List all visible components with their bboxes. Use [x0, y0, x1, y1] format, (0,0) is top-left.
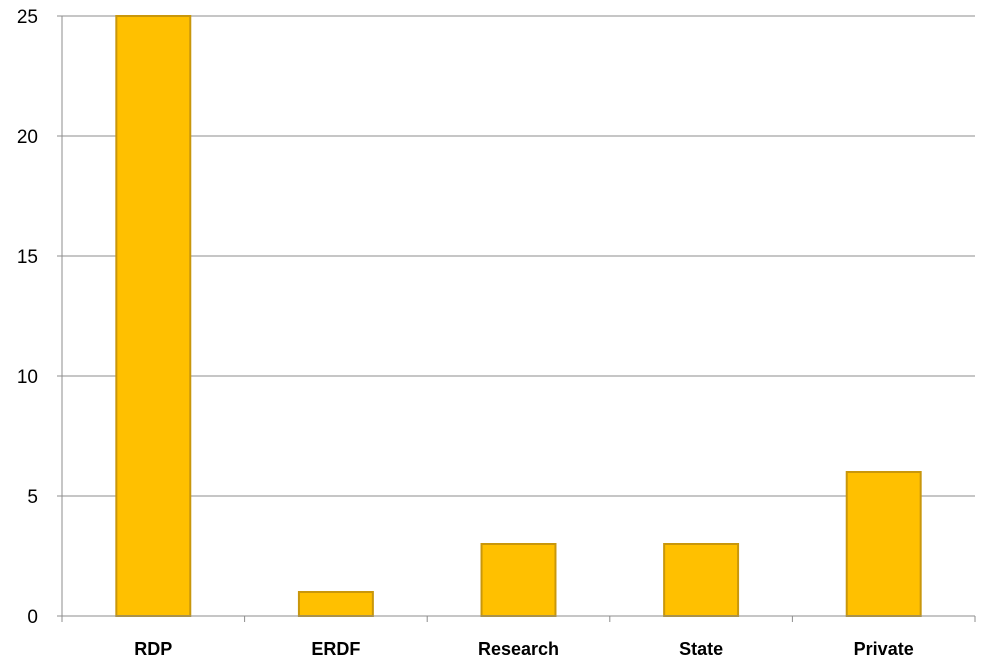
category-labels: RDP ERDF Research State Private: [134, 639, 913, 659]
y-tick-label-5: 5: [27, 487, 38, 508]
y-tick-label-0: 0: [27, 607, 38, 628]
y-tick-label-20: 20: [17, 127, 38, 148]
y-tick-label-25: 25: [17, 7, 38, 28]
bars: [115, 15, 922, 617]
bar-private: [845, 471, 922, 617]
x-tick-marks: [61, 616, 976, 622]
x-tick-label-erdf: ERDF: [311, 639, 360, 659]
bar-rdp: [115, 15, 192, 617]
y-tick-label-10: 10: [17, 367, 38, 388]
bar-research: [480, 543, 557, 617]
y-tick-label-15: 15: [17, 247, 38, 268]
y-tick-labels: 0 5 10 15 20 25: [17, 7, 38, 628]
axes: [61, 16, 975, 622]
x-tick-label-state: State: [679, 639, 723, 659]
x-tick-label-research: Research: [478, 639, 559, 659]
gridlines: [57, 15, 975, 617]
x-tick-label-rdp: RDP: [134, 639, 172, 659]
x-tick-label-private: Private: [854, 639, 914, 659]
bar-state: [663, 543, 740, 617]
bar-erdf: [297, 591, 374, 617]
